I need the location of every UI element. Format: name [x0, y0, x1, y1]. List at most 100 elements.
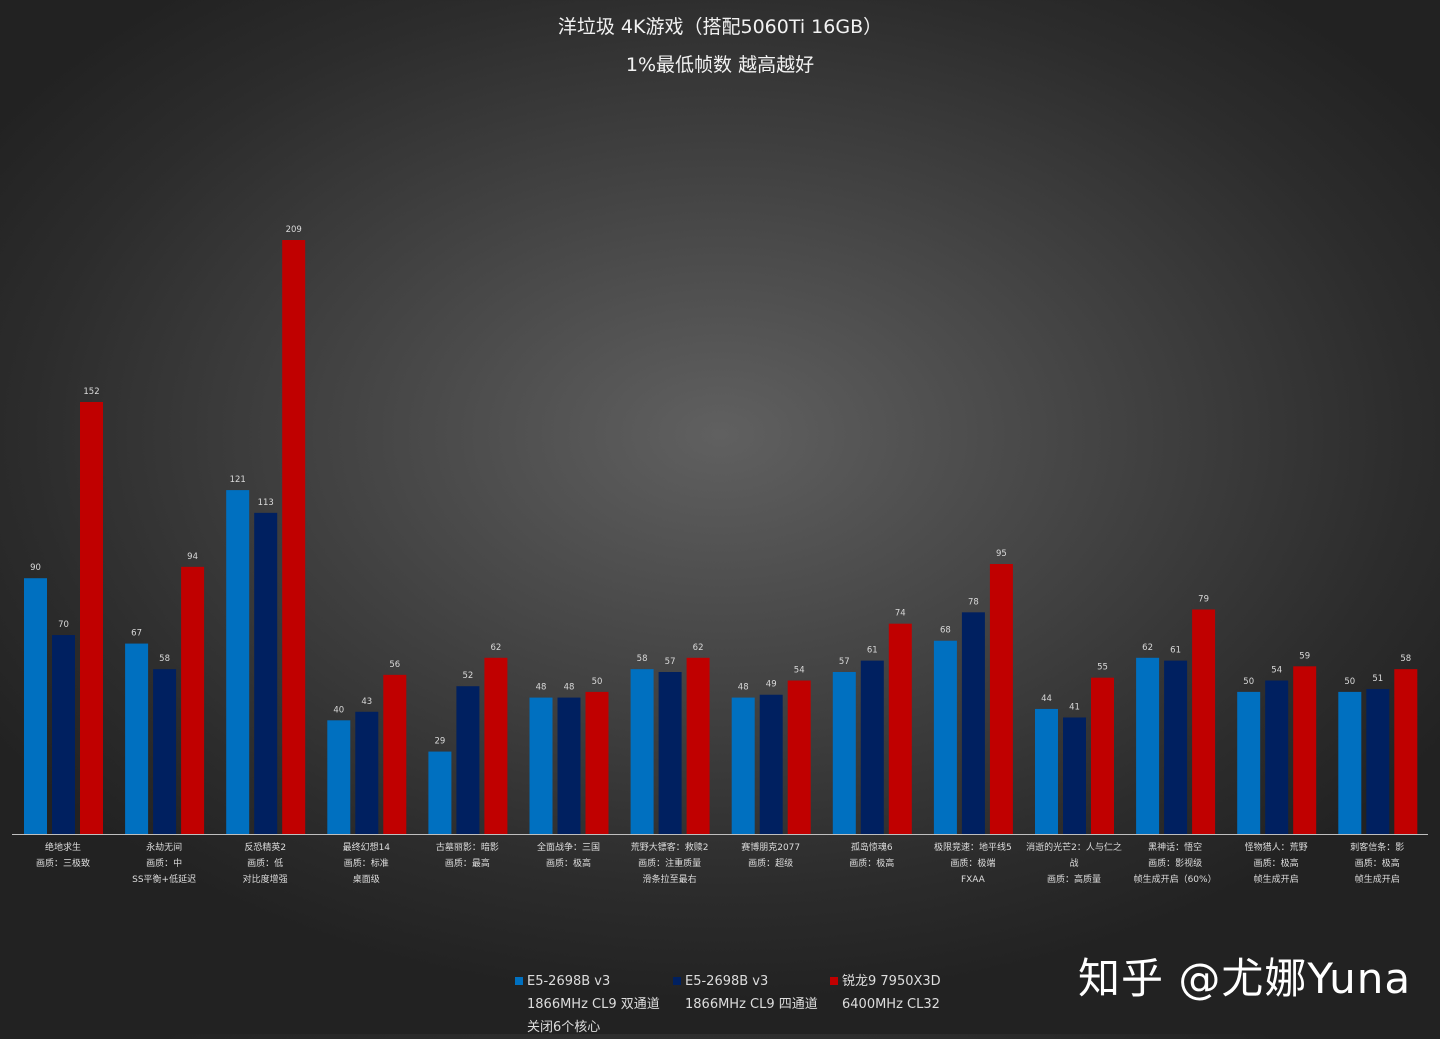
bar [658, 672, 682, 834]
category-label: 黑神话：悟空 画质：影视级 帧生成开启（60%） [1125, 840, 1226, 888]
bar [961, 612, 985, 834]
bar [484, 657, 508, 834]
bar [1265, 680, 1289, 834]
bar [282, 240, 306, 834]
legend-label: E5-2698B v3 [527, 974, 611, 989]
data-label: 90 [30, 563, 41, 573]
bar [383, 674, 407, 834]
data-label: 62 [490, 643, 501, 653]
category-label-line: 最终幻想14 [342, 843, 391, 853]
category-label: 怪物猎人：荒野 画质：极高 帧生成开启 [1226, 840, 1327, 888]
category-label-line: 画质：极高 [849, 859, 895, 869]
category-label-line: 怪物猎人：荒野 [1244, 843, 1308, 853]
watermark: 知乎 @尤娜Yuna [1078, 954, 1412, 1003]
bar [888, 623, 912, 834]
legend-swatch [673, 977, 681, 985]
data-label: 48 [738, 683, 749, 693]
legend-swatch [515, 977, 523, 985]
data-label: 52 [462, 671, 473, 681]
category-label-line: 对比度增强 [242, 875, 288, 885]
data-label: 43 [361, 697, 372, 707]
bar [1063, 717, 1086, 834]
data-label: 54 [794, 666, 805, 676]
category-label-line: 画质：中 [146, 859, 183, 869]
legend-label: E5-2698B v3 [685, 974, 769, 989]
data-label: 113 [258, 498, 274, 508]
data-label: 50 [1243, 677, 1254, 687]
legend-detail: 6400MHz CL32 [842, 997, 940, 1012]
category-label-line: 画质：标准 [343, 859, 389, 869]
category-label-line: 桌面级 [352, 875, 380, 885]
category-label-line: 帧生成开启（60%） [1133, 875, 1217, 885]
category-label: 反恐精英2 画质：低 对比度增强 [215, 840, 316, 888]
bar [1164, 660, 1188, 834]
data-label: 40 [333, 705, 344, 715]
data-label: 58 [1400, 654, 1411, 664]
category-label: 孤岛惊魂6 画质：极高 [821, 840, 922, 872]
category-label: 刺客信条：影 画质：极高 帧生成开启 [1327, 840, 1428, 888]
category-label-line: 绝地求生 [44, 843, 81, 853]
legend-detail: 关闭6个核心 [527, 1020, 601, 1035]
bar [529, 697, 553, 834]
data-label: 58 [637, 654, 648, 664]
category-label-line: 画质：极高 [545, 859, 591, 869]
category-label: 荒野大镖客：救赎2 画质：注重质量 滑条拉至最右 [619, 840, 720, 888]
category-label-line: FXAA [960, 875, 985, 885]
data-label: 44 [1041, 694, 1052, 704]
bar [226, 490, 250, 834]
bar [832, 672, 856, 834]
data-label: 79 [1198, 594, 1209, 604]
bar [1237, 691, 1261, 834]
data-label: 41 [1069, 702, 1080, 712]
category-label-line: 画质：高质量 [1046, 875, 1101, 885]
legend-item-0: E5-2698B v3 1866MHz CL9 双通道 关闭6个核心 [515, 970, 660, 1039]
data-label: 68 [940, 626, 951, 636]
bar [989, 564, 1013, 834]
data-label: 152 [83, 387, 99, 397]
bar [1394, 669, 1418, 834]
category-label-line: 消逝的光芒2：人与仁之战 [1026, 843, 1122, 869]
bar [1035, 708, 1058, 834]
data-label: 62 [1142, 643, 1153, 653]
category-label: 绝地求生画质：三极致 [13, 840, 114, 872]
data-label: 121 [230, 475, 246, 485]
data-label: 59 [1299, 651, 1310, 661]
bar [24, 578, 47, 834]
category-label-line: 画质：最高 [444, 859, 490, 869]
legend-detail: 1866MHz CL9 双通道 [527, 997, 660, 1012]
bar [1338, 691, 1362, 834]
bar [759, 694, 783, 834]
bar [731, 697, 755, 834]
category-label-line: 画质：三极致 [35, 859, 90, 869]
data-label: 70 [58, 620, 69, 630]
category-label-line: 永劫无间 [146, 843, 183, 853]
bar [254, 512, 278, 834]
category-label-line: 赛博朋克2077 [741, 843, 801, 853]
category-label: 赛博朋克2077 画质：超级 [720, 840, 821, 872]
category-label: 全面战争：三国 画质：极高 [518, 840, 619, 872]
category-label: 最终幻想14 画质：标准桌面级 [316, 840, 417, 888]
data-label: 67 [131, 629, 142, 639]
data-label: 61 [1170, 646, 1181, 656]
bar [630, 669, 654, 834]
bar [153, 669, 177, 834]
category-label-line: 刺客信条：影 [1350, 843, 1405, 853]
data-label: 61 [867, 646, 878, 656]
bar [933, 640, 957, 834]
category-label-line: 画质：超级 [748, 859, 794, 869]
data-label: 50 [592, 677, 603, 687]
data-label: 49 [766, 680, 777, 690]
data-label: 54 [1271, 666, 1282, 676]
category-label: 永劫无间 画质：中 SS平衡+低延迟 [114, 840, 215, 888]
bar [456, 686, 480, 834]
data-label: 29 [434, 737, 445, 747]
data-label: 95 [996, 549, 1007, 559]
category-label: 消逝的光芒2：人与仁之战画质：高质量 [1024, 840, 1125, 888]
category-label-line: 古墓丽影：暗影 [435, 843, 499, 853]
category-label-line: 极限竞速：地平线5 [934, 843, 1012, 853]
legend-item-2: 锐龙9 7950X3D 6400MHz CL32 [830, 970, 941, 1016]
data-label: 74 [895, 609, 906, 619]
bar [585, 691, 609, 834]
category-label-line: 画质：极高 [1354, 859, 1400, 869]
